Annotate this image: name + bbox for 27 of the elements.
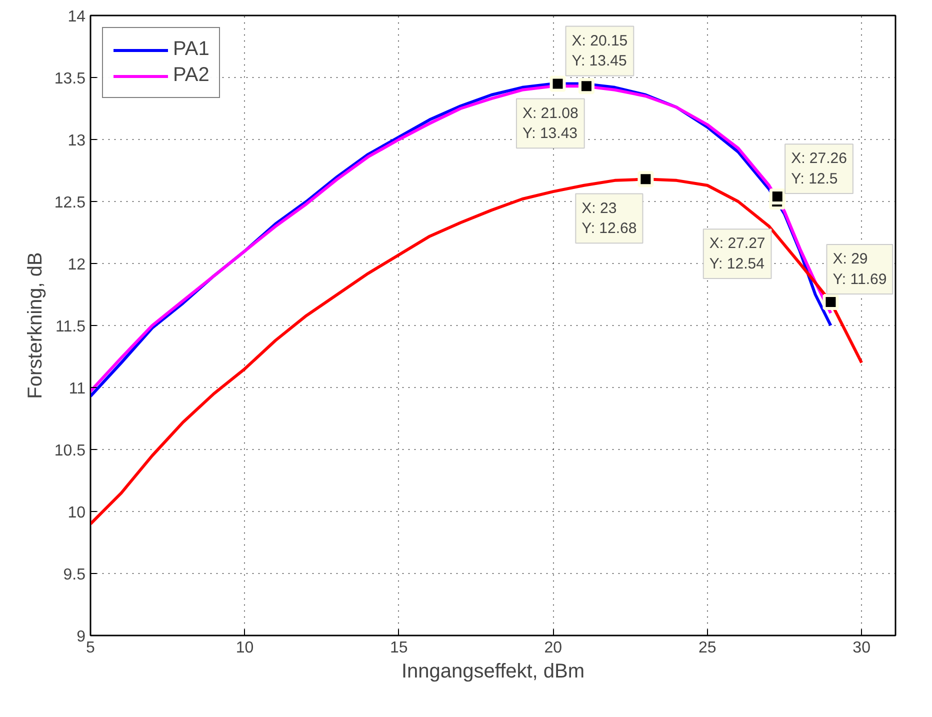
annotation: X: 29 Y: 11.69 bbox=[832, 250, 887, 288]
annotation: X: 23 Y: 12.68 bbox=[582, 200, 637, 238]
y-tick-label: 12.5 bbox=[54, 194, 86, 212]
annotation: X: 20.15 Y: 13.45 bbox=[572, 32, 628, 70]
y-tick-label: 9.5 bbox=[63, 566, 86, 584]
y-tick-label: 14 bbox=[68, 8, 86, 26]
x-tick-label: 5 bbox=[86, 640, 96, 656]
x-tick-label: 15 bbox=[390, 640, 408, 656]
y-tick-label: 9 bbox=[76, 628, 86, 646]
x-tick-label: 30 bbox=[852, 640, 871, 656]
x-tick-label: 20 bbox=[544, 640, 562, 656]
annotation: X: 21.08 Y: 13.43 bbox=[522, 104, 578, 142]
y-axis-title: Forsterkning, dB bbox=[24, 252, 46, 399]
y-tick-label: 11.5 bbox=[56, 318, 86, 336]
x-axis-title: Inngangseffekt, dBm bbox=[401, 660, 585, 682]
y-tick-label: 10 bbox=[68, 504, 86, 522]
annotation: X: 27.26 Y: 12.5 bbox=[791, 150, 847, 188]
y-tick-label: 12 bbox=[68, 256, 86, 274]
y-tick-label: 13 bbox=[68, 132, 86, 150]
y-tick-label: 13.5 bbox=[54, 70, 86, 88]
y-tick-label: 11 bbox=[68, 380, 86, 398]
y-tick-label: 10.5 bbox=[54, 442, 86, 460]
x-tick-label: 10 bbox=[236, 640, 254, 656]
annotation: X: 27.27 Y: 12.54 bbox=[709, 235, 766, 273]
legend-label: PA2 bbox=[173, 64, 210, 87]
x-tick-label: 25 bbox=[698, 640, 716, 656]
legend-label: PA1 bbox=[173, 38, 210, 61]
